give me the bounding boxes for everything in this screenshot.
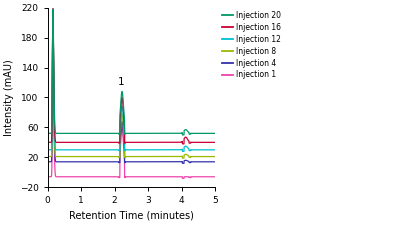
Legend: Injection 20, Injection 16, Injection 12, Injection 8, Injection 4, Injection 1: Injection 20, Injection 16, Injection 12… <box>219 8 284 83</box>
Text: 1: 1 <box>118 77 125 87</box>
Y-axis label: Intensity (mAU): Intensity (mAU) <box>4 59 14 136</box>
X-axis label: Retention Time (minutes): Retention Time (minutes) <box>69 211 194 221</box>
